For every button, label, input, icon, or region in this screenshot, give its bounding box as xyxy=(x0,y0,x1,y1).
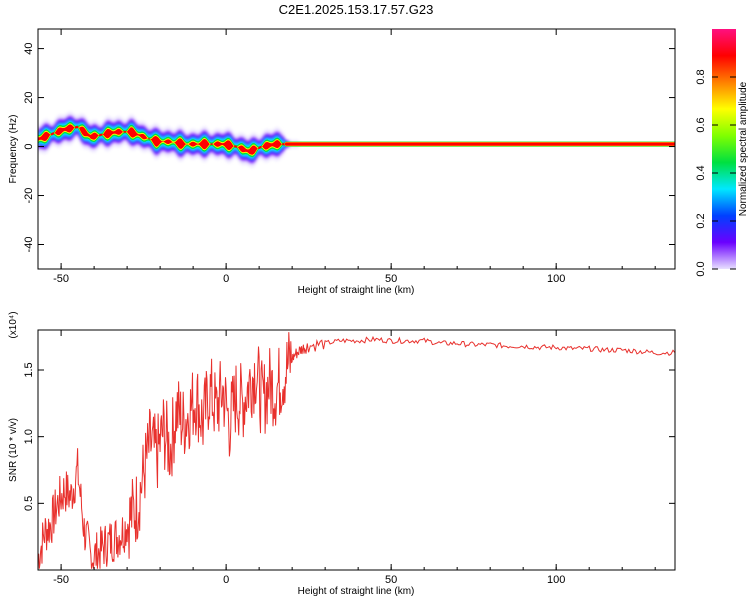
y-tick-label: 40 xyxy=(23,42,35,54)
spectrogram-ticks: -50 0 50 100 -40 -20 0 20 40 xyxy=(23,29,675,285)
colorbar-ticks: 0.0 0.2 0.4 0.6 0.8 xyxy=(695,69,736,277)
spectrogram-frame xyxy=(37,28,676,270)
x-tick-label: 100 xyxy=(547,574,565,586)
spectrogram-band xyxy=(38,122,675,158)
y-tick-label: 0.5 xyxy=(23,496,35,511)
snr-y-multiplier: (x10⁴) xyxy=(8,311,19,338)
colorbar-tick-label: 0.4 xyxy=(695,165,707,180)
spectrogram-panel: -50 0 50 100 -40 -20 0 20 40 Height of straight … xyxy=(8,28,676,296)
snr-panel: -50 0 50 100 0.5 1.0 1.5 Height of straight li… xyxy=(8,311,676,597)
y-tick-label: 1.5 xyxy=(23,362,35,377)
colorbar: 0.0 0.2 0.4 0.6 0.8 Normalized spectral ampl… xyxy=(695,29,749,277)
y-tick-label: -40 xyxy=(23,237,35,253)
spectrogram-ylabel: Frequency (Hz) xyxy=(8,115,19,184)
chart-title: C2E1.2025.153.17.57.G23 xyxy=(279,2,434,17)
x-tick-label: 0 xyxy=(223,273,229,285)
colorbar-tick-label: 0.0 xyxy=(695,261,707,276)
spectrogram-xlabel: Height of straight line (km) xyxy=(298,285,415,296)
colorbar-label: Normalized spectral amplitude xyxy=(738,81,749,216)
y-tick-label: -20 xyxy=(23,188,35,204)
colorbar-tick-label: 0.6 xyxy=(695,117,707,132)
x-tick-label: -50 xyxy=(53,574,69,586)
y-tick-label: 1.0 xyxy=(23,429,35,444)
snr-series-line xyxy=(38,332,675,569)
colorbar-tick-label: 0.8 xyxy=(695,69,707,84)
spectrogram-band xyxy=(38,123,675,156)
x-tick-label: 50 xyxy=(385,273,397,285)
snr-frame xyxy=(37,329,676,571)
snr-ylabel: SNR (10 * v/v) xyxy=(8,418,19,482)
x-tick-label: 50 xyxy=(385,574,397,586)
snr-xlabel: Height of straight line (km) xyxy=(298,586,415,597)
spectrogram-heat xyxy=(38,111,675,168)
x-tick-label: 100 xyxy=(547,273,565,285)
colorbar-tick-label: 0.2 xyxy=(695,213,707,228)
y-tick-label: 0 xyxy=(23,143,35,149)
snr-ticks: -50 0 50 100 0.5 1.0 1.5 xyxy=(23,330,675,586)
x-tick-label: -50 xyxy=(53,273,69,285)
colorbar-gradient xyxy=(712,29,736,269)
x-tick-label: 0 xyxy=(223,574,229,586)
y-tick-label: 20 xyxy=(23,91,35,103)
